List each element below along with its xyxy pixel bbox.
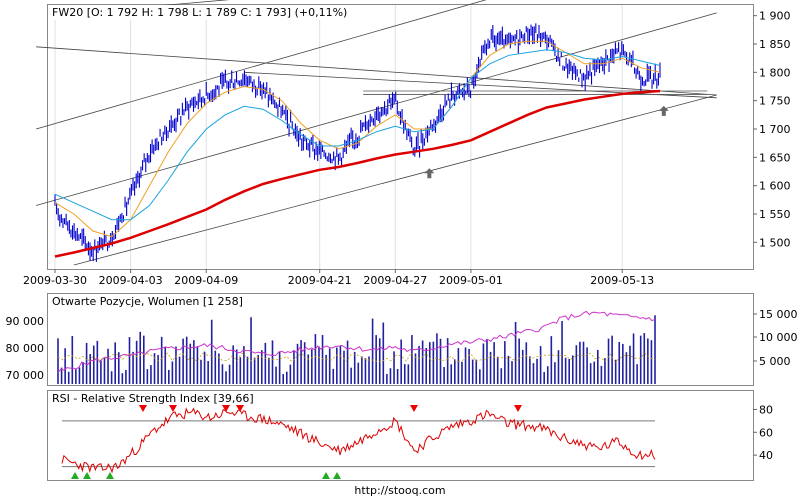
price-y-tick-label: 1 650 — [759, 151, 791, 164]
trend-line — [35, 0, 487, 130]
sell-signal-icon — [169, 405, 177, 412]
volume-title-bg — [49, 294, 221, 308]
rsi-title: RSI - Relative Strength Index [39,66] — [52, 392, 254, 405]
moving-averages — [54, 40, 661, 258]
trend-line — [73, 94, 717, 266]
footer-link[interactable]: http://stooq.com — [354, 484, 446, 497]
rsi-panel-frame — [47, 390, 754, 481]
price-y-tick-label: 1 550 — [759, 208, 791, 221]
price-y-tick-labels: 1 500 1 550 1 600 1 650 1 700 1 750 1 800 1 850… — [753, 10, 791, 249]
price-y-tick-label: 1 800 — [759, 66, 791, 79]
buy-signal-icon — [333, 472, 341, 479]
price-y-tick-label: 1 750 — [759, 95, 791, 108]
open-interest-line — [57, 310, 656, 373]
price-y-tick-label: 1 500 — [759, 236, 791, 249]
volume-tick-labels: 90 000 80 000 70 000 15 000 10 000 5 000 — [6, 308, 798, 382]
open-interest-lines — [57, 310, 656, 373]
price-x-tick-label: 2009-04-27 — [363, 274, 427, 287]
price-x-tick-label: 2009-04-21 — [288, 274, 352, 287]
price-y-tick-label: 1 850 — [759, 38, 791, 51]
price-x-tick-label: 2009-03-30 — [23, 274, 87, 287]
price-x-tick-label: 2009-04-03 — [99, 274, 163, 287]
trend-line — [36, 46, 717, 96]
sell-signal-icon — [514, 405, 522, 412]
price-x-tick-label: 2009-05-13 — [590, 274, 654, 287]
volume-title: Otwarte Pozycje, Wolumen [1 258] — [52, 295, 243, 308]
volume-right-tick-label: 5 000 — [759, 355, 791, 368]
volume-left-tick-label: 90 000 — [6, 315, 45, 328]
volume-right-tick-label: 15 000 — [759, 308, 798, 321]
price-title-bg — [49, 5, 321, 20]
price-y-tick-label: 1 900 — [759, 10, 791, 23]
rsi-y-tick-label: 80 — [759, 403, 773, 416]
buy-signal-icon — [106, 472, 114, 479]
up-arrow-icon — [424, 168, 435, 179]
ma-long-line — [54, 89, 661, 258]
support-arrows — [424, 105, 669, 179]
sell-signal-icon — [222, 405, 230, 412]
price-x-tick-label: 2009-04-09 — [174, 274, 238, 287]
ma-short-line — [54, 40, 661, 238]
buy-signal-icon — [83, 472, 91, 479]
price-bars — [54, 23, 661, 262]
up-arrow-icon — [658, 105, 669, 116]
price-x-tick-label: 2009-05-01 — [439, 274, 503, 287]
sell-signal-icon — [410, 405, 418, 412]
rsi-y-tick-label: 40 — [759, 449, 773, 462]
sell-signal-icon — [139, 405, 147, 412]
price-y-tick-label: 1 700 — [759, 123, 791, 136]
volume-left-tick-label: 80 000 — [6, 342, 45, 355]
price-grid — [54, 5, 623, 269]
sell-signal-icon — [236, 405, 244, 412]
rsi-y-tick-label: 60 — [759, 426, 773, 439]
rsi-line — [61, 407, 656, 474]
rsi-signal-markers — [71, 405, 522, 479]
price-x-tick-labels: 2009-03-30 2009-04-03 2009-04-09 2009-04-21… — [23, 269, 654, 287]
volume-bars — [57, 315, 656, 384]
rsi-series-line — [61, 407, 656, 474]
price-y-tick-label: 1 600 — [759, 180, 791, 193]
rsi-title-bg — [49, 391, 261, 405]
buy-signal-icon — [71, 472, 79, 479]
volume-left-tick-label: 70 000 — [6, 369, 45, 382]
buy-signal-icon — [322, 472, 330, 479]
ma-mid-line — [54, 49, 661, 221]
price-title: FW20 [O: 1 792 H: 1 798 L: 1 789 C: 1 79… — [52, 6, 347, 19]
rsi-level-lines — [62, 420, 655, 468]
rsi-tick-labels: 40 60 80 — [753, 403, 773, 462]
volume-average-line — [57, 352, 656, 363]
volume-right-tick-label: 10 000 — [759, 331, 798, 344]
